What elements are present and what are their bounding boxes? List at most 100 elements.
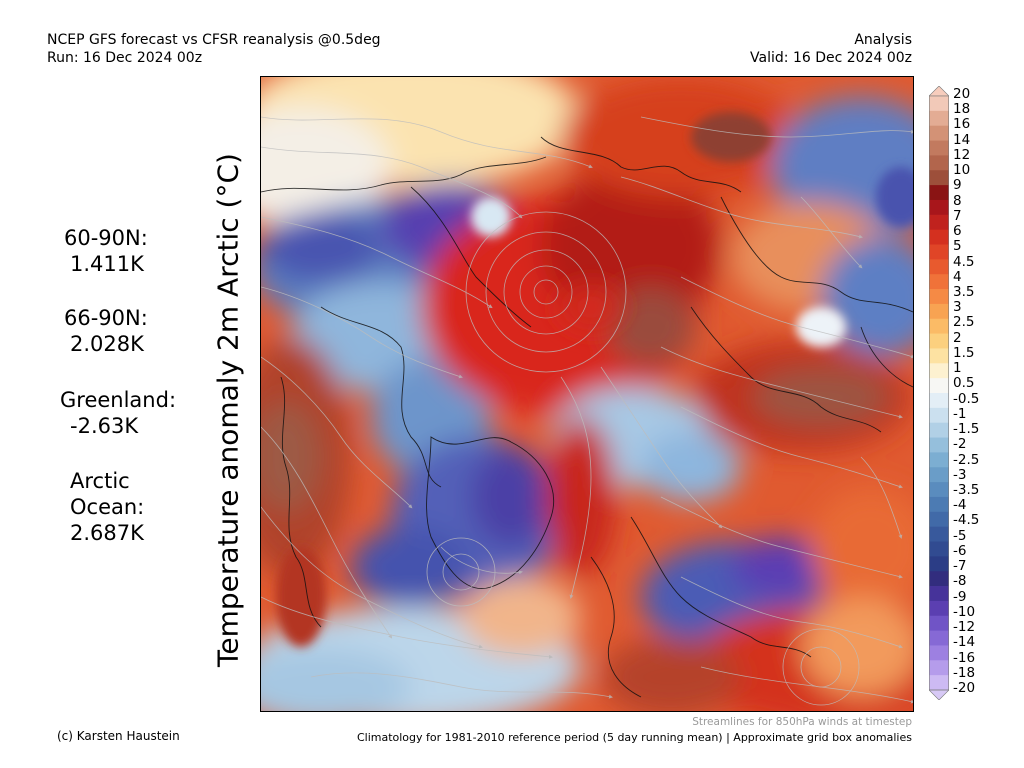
colorbar-band: [929, 303, 949, 320]
colorbar-band: [929, 289, 949, 305]
colorbar-tick-label: -7: [953, 558, 967, 575]
colorbar-tick-label: -5: [953, 527, 967, 544]
colorbar-band: [929, 363, 949, 379]
map-title: NCEP GFS forecast vs CFSR reanalysis @0.…: [47, 32, 381, 48]
stat-label: Greenland:: [60, 388, 177, 412]
stat-value: 2.687K: [70, 521, 144, 545]
colorbar-band: [929, 333, 949, 349]
colorbar-tick-label: 14: [953, 131, 971, 148]
wind-streamlines: [261, 116, 913, 706]
analysis-label: Analysis: [854, 32, 912, 48]
colorbar-tick-label: 1.5: [953, 344, 975, 361]
colorbar-tick-label: -12: [953, 619, 976, 636]
colorbar-tick-label: -14: [953, 634, 976, 651]
colorbar-labels: 20 18 16 14 12 10 9 8 7 6 5 4.5 4 3.5 3 2.5 2 1.5 1 0.5 -0.5…: [953, 87, 1013, 695]
colorbar-band: [929, 244, 949, 260]
colorbar-band: [929, 482, 949, 498]
colorbar-tick-label: -3: [953, 466, 967, 483]
colorbar-tick-label: 9: [953, 177, 962, 194]
colorbar-tick-label: 4: [953, 268, 962, 285]
stat-value: 1.411K: [70, 252, 144, 276]
colorbar-tick-label: -1: [953, 405, 967, 422]
colorbar-tick-label: -16: [953, 649, 976, 666]
colorbar-band: [929, 571, 949, 587]
colorbar-tick-label: 8: [953, 192, 962, 209]
anomaly-detail: [276, 112, 913, 647]
colorbar-band: [929, 437, 949, 453]
stat-66-90n: 66-90N: 2.028K: [64, 305, 148, 357]
colorbar-tick-label: -2: [953, 436, 967, 453]
colorbar-band: [929, 511, 949, 528]
colorbar-tick-label: 1: [953, 360, 962, 377]
colorbar-tick-label: -3.5: [953, 482, 980, 498]
colorbar-tick-label: -4.5: [953, 512, 980, 529]
colorbar-tick-label: -8: [953, 573, 967, 590]
colorbar-band: [929, 155, 949, 171]
colorbar-band: [929, 348, 949, 364]
colorbar-band: [929, 422, 949, 438]
colorbar-tick-label: -20: [953, 680, 976, 696]
stat-greenland: Greenland: -2.63K: [60, 387, 176, 439]
colorbar-tick-label: -9: [953, 588, 967, 605]
colorbar-tick-label: 3: [953, 299, 962, 316]
colorbar-tick-label: 18: [953, 101, 971, 118]
stat-arctic-ocean: Arctic Ocean: 2.687K: [70, 468, 144, 546]
streamline-note: Streamlines for 850hPa winds at timestep: [692, 716, 912, 728]
colorbar-band: [929, 526, 949, 542]
colorbar-band: [929, 630, 949, 646]
colorbar-band: [929, 96, 949, 112]
colorbar-bottom-cap: [929, 689, 949, 700]
colorbar-band: [929, 407, 949, 424]
colorbar-band: [929, 660, 949, 676]
valid-time: Valid: 16 Dec 2024 00z: [750, 50, 912, 66]
stat-label: Arctic: [70, 469, 130, 493]
colorbar-tick-label: -10: [953, 603, 976, 620]
colorbar-tick-label: 2: [953, 329, 962, 346]
colorbar-tick-label: 12: [953, 146, 971, 163]
colorbar-tick-label: 3.5: [953, 284, 975, 300]
stat-label: Ocean:: [70, 495, 145, 519]
colorbar-band: [929, 675, 949, 691]
colorbar-tick-label: 10: [953, 162, 971, 179]
colorbar-tick-label: -18: [953, 664, 976, 681]
colorbar: [929, 86, 949, 700]
colorbar-band: [929, 170, 949, 186]
colorbar-tick-label: 2.5: [953, 314, 975, 331]
colorbar-band: [929, 556, 949, 572]
stat-label: 66-90N:: [64, 306, 148, 330]
colorbar-band: [929, 467, 949, 483]
colorbar-band: [929, 586, 949, 602]
colorbar-band: [929, 541, 949, 557]
colorbar-band: [929, 259, 949, 275]
colorbar-tick-label: 6: [953, 223, 962, 240]
colorbar-band: [929, 615, 949, 631]
colorbar-tick-label: 4.5: [953, 253, 975, 270]
colorbar-tick-label: -4: [953, 497, 967, 514]
colorbar-band: [929, 452, 949, 468]
coastlines: [261, 136, 913, 698]
colorbar-band: [929, 496, 949, 513]
colorbar-band: [929, 229, 949, 245]
colorbar-tick-label: -6: [953, 542, 967, 559]
colorbar-tick-label: 7: [953, 207, 962, 224]
colorbar-tick-label: 5: [953, 238, 962, 255]
colorbar-band: [929, 199, 949, 216]
colorbar-tick-label: -2.5: [953, 451, 980, 468]
colorbar-tick-label: 20: [953, 86, 971, 102]
colorbar-frame: [929, 95, 949, 691]
stat-label: 60-90N:: [64, 226, 148, 250]
credit: (c) Karsten Haustein: [57, 729, 180, 743]
colorbar-band: [929, 318, 949, 334]
map-canvas: [261, 77, 913, 711]
colorbar-tick-label: -0.5: [953, 390, 980, 407]
climatology-note: Climatology for 1981-2010 reference peri…: [356, 731, 912, 744]
run-time: Run: 16 Dec 2024 00z: [47, 50, 203, 66]
colorbar-band: [929, 125, 949, 141]
stat-60-90n: 60-90N: 1.411K: [64, 225, 148, 277]
header-right: Analysis Valid: 16 Dec 2024 00z: [750, 31, 912, 67]
colorbar-band: [929, 645, 949, 661]
stat-value: 2.028K: [70, 332, 144, 356]
colorbar-band: [929, 393, 949, 409]
colorbar-tick-label: -1.5: [953, 421, 980, 438]
anomaly-map: [260, 76, 914, 712]
